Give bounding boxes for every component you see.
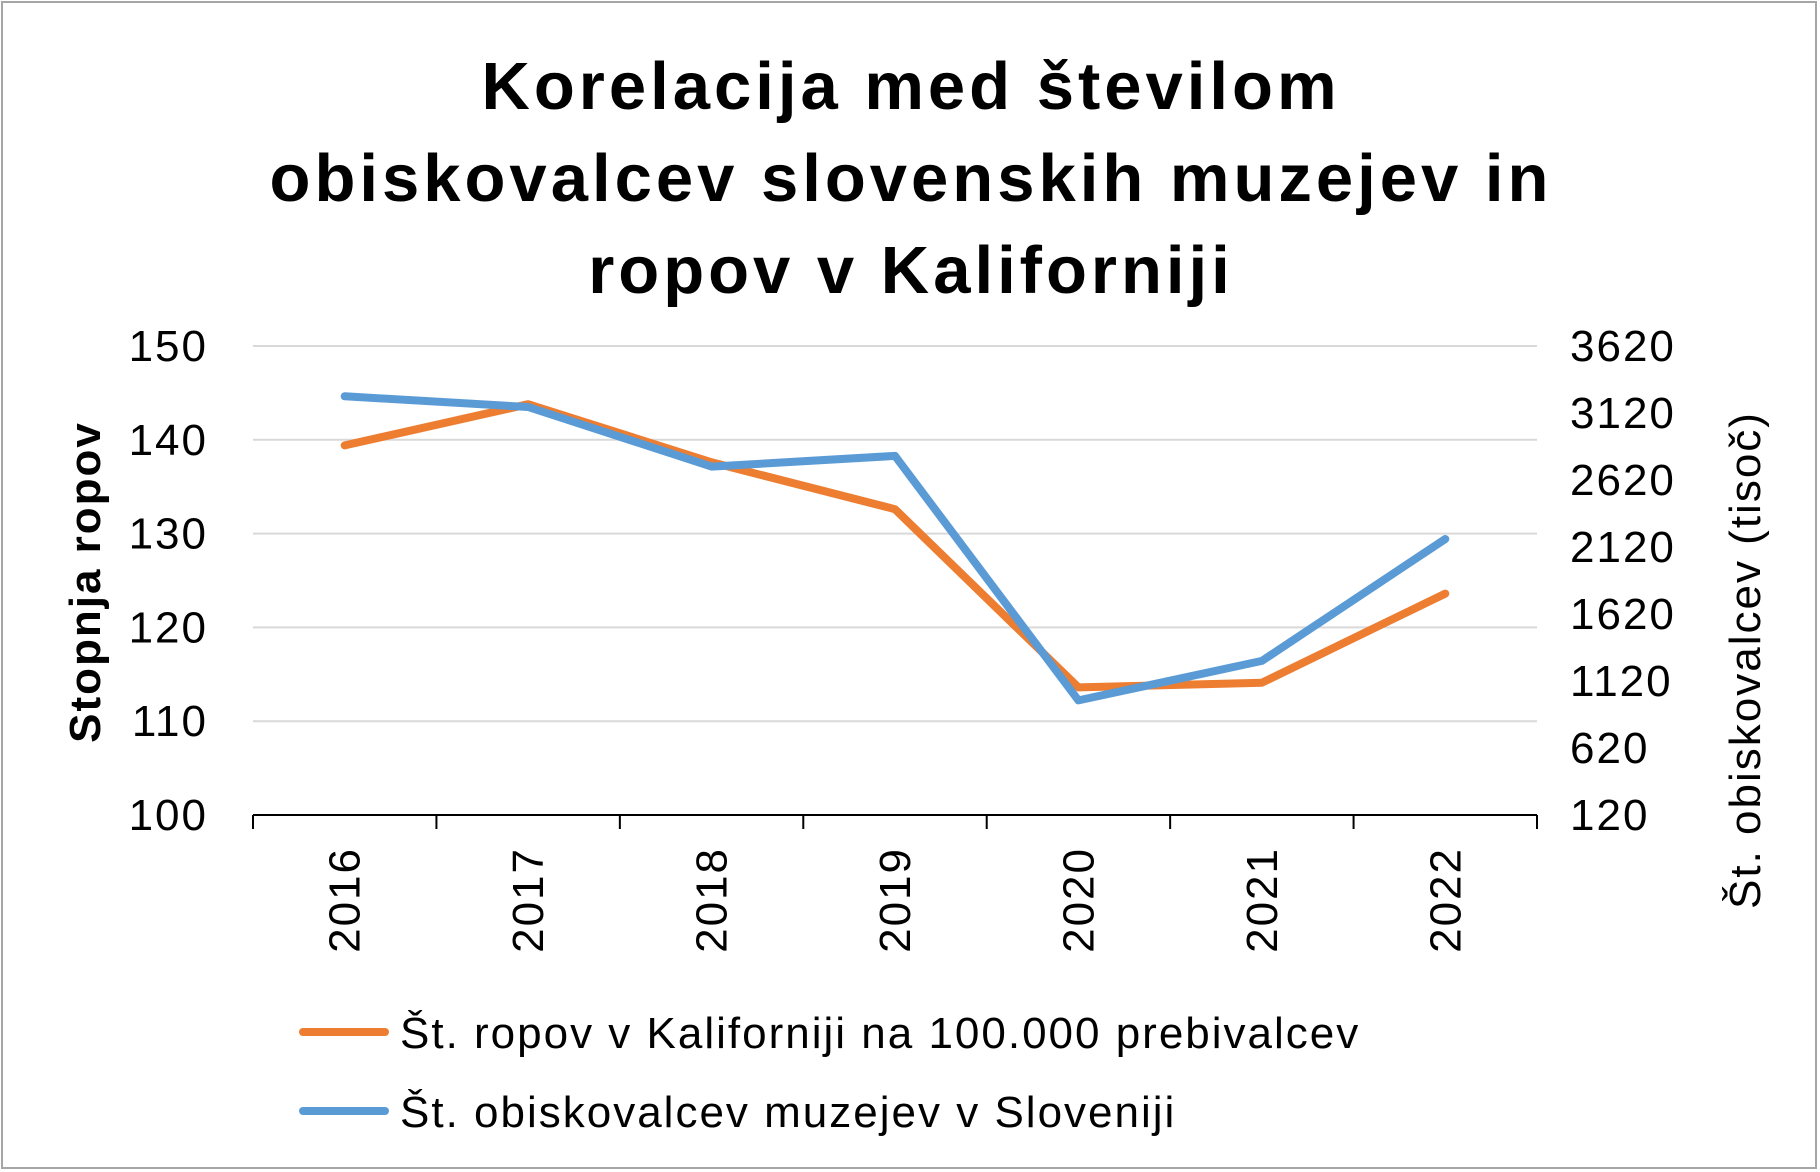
x-tick-label: 2020 [1054,847,1103,953]
legend-label-2: Št. obiskovalcev muzejev v Sloveniji [400,1087,1176,1137]
axes: 100 110 120 130 140 150 120 620 1120 1620 2120 2620… [129,322,1676,953]
y2-axis-label: Št. obiskovalcev (tisoč) [1720,411,1770,909]
axis-labels: Stopnja ropov Št. obiskovalcev (tisoč) [61,411,1770,909]
y2-tick-label: 120 [1570,791,1649,840]
y-tick-label: 130 [129,510,208,559]
series-line-2 [340,392,1450,705]
y-tick-label: 110 [132,697,208,746]
x-tick-label: 2022 [1421,847,1470,953]
y2-tick-label: 1620 [1570,590,1676,639]
y-tick-label: 120 [129,603,208,652]
y-tick-label: 140 [129,416,208,465]
x-tick-label: 2021 [1238,847,1287,953]
chart-title-line-1: Korelacija med številom [481,49,1341,124]
x-tick-label: 2017 [504,847,553,953]
legend-label-1: Št. ropov v Kaliforniji na 100.000 prebi… [400,1008,1360,1058]
y-axis-label: Stopnja ropov [61,421,110,743]
y2-tick-label: 2120 [1570,523,1676,572]
y-tick-label: 150 [129,322,208,371]
legend: Št. ropov v Kaliforniji na 100.000 prebi… [299,1008,1360,1137]
x-tick-label: 2019 [871,847,920,953]
y2-tick-label: 2620 [1570,456,1676,505]
x-tick-label: 2016 [321,847,370,953]
y2-tick-label: 620 [1570,724,1649,773]
y2-tick-label: 3120 [1570,389,1676,438]
y-tick-label: 100 [129,791,208,840]
chart-title: Korelacija med številom obiskovalcev slo… [3,41,1819,317]
series-lines [340,392,1450,705]
y2-tick-label: 1120 [1570,657,1673,706]
y2-tick-label: 3620 [1570,322,1676,371]
x-tick-label: 2018 [688,847,737,953]
chart-title-line-2: obiskovalcev slovenskih muzejev in [269,141,1553,216]
gridlines [253,345,1537,723]
chart-title-line-3: ropov v Kaliforniji [588,233,1234,308]
